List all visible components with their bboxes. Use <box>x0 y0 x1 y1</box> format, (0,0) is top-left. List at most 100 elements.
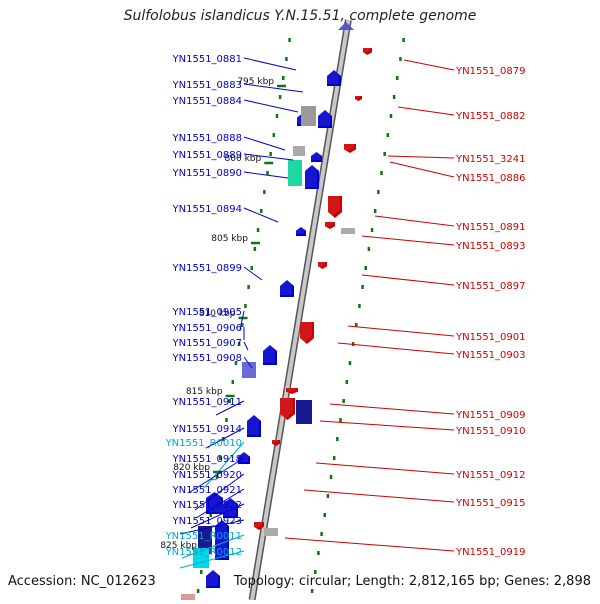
left-gene-label: YN1551_0888 <box>172 133 243 144</box>
forward-gene-1 <box>325 68 341 86</box>
right-gene-label: YN1551_0879 <box>455 66 526 77</box>
reverse-gene-6-body <box>318 262 327 269</box>
forward-gene-12 <box>221 496 238 518</box>
left-gene-label: YN1551_0922 <box>172 500 243 511</box>
tick-left-outer <box>269 152 272 156</box>
tick-left-outer <box>241 323 244 327</box>
tick-right-outer <box>342 399 345 403</box>
right-gene-label: YN1551_0919 <box>455 547 526 558</box>
forward-gene-12-body <box>223 498 238 518</box>
feature-pink <box>181 594 195 600</box>
right-gene-label: YN1551_0909 <box>455 410 526 421</box>
reverse-gene-9 <box>278 396 295 420</box>
forward-gene-2 <box>316 108 332 128</box>
right-leader-line <box>389 161 455 178</box>
forward-gene-7-shade <box>278 278 292 295</box>
left-leader-line <box>243 171 289 179</box>
backbone <box>250 19 351 601</box>
feature-navy-right <box>296 400 312 424</box>
tick-right-outer <box>329 475 333 479</box>
tick-right-outer <box>361 285 364 289</box>
reverse-gene-5-shade <box>323 220 333 227</box>
forward-gene-5-shade <box>303 163 317 187</box>
tick-left-outer <box>218 456 222 460</box>
left-gene-label: YN1551_0881 <box>172 54 243 65</box>
left-gene-label: YN1551_0920 <box>172 470 243 481</box>
left-leader-line <box>195 488 245 519</box>
kbp-label: 795 kbp <box>237 77 274 87</box>
left-gene-label: YN1551_0908 <box>172 353 243 364</box>
tick-left-outer <box>234 361 238 365</box>
forward-gene-11-body <box>206 492 223 514</box>
left-gene-label: YN1551_R0011 <box>165 531 242 542</box>
reverse-gene-1-body <box>363 48 372 55</box>
right-leader-line <box>315 462 455 475</box>
tick-left-outer <box>200 570 203 574</box>
reverse-gene-4 <box>326 194 342 218</box>
right-leader-line <box>387 155 455 159</box>
forward-gene-14-shade <box>204 568 218 586</box>
tick-left-outer <box>209 513 212 517</box>
tick-right-outer <box>326 494 330 498</box>
tick-right-outer <box>332 456 336 460</box>
forward-gene-2-shade <box>316 108 330 126</box>
reverse-gene-11 <box>252 520 264 530</box>
right-gene-label: YN1551_3241 <box>455 154 526 165</box>
reverse-gene-7 <box>298 320 314 344</box>
tick-right-outer <box>323 513 326 517</box>
tick-right-outer <box>339 418 342 422</box>
right-leader-line <box>303 489 455 503</box>
forward-gene-8-shade <box>261 343 275 363</box>
tick-right-outer <box>402 38 405 42</box>
right-gene-label: YN1551_0910 <box>455 426 526 437</box>
tick-left-outer <box>259 209 263 213</box>
forward-gene-10-shade <box>236 450 248 462</box>
tick-right-outer <box>320 532 323 536</box>
kbp-label: 820 kbp <box>173 463 210 473</box>
tick-right-outer <box>386 133 390 137</box>
right-gene-label: YN1551_0886 <box>455 173 526 184</box>
forward-gene-4-shade <box>309 150 320 160</box>
forward-gene-6 <box>294 225 306 236</box>
reverse-gene-10-body <box>272 440 280 446</box>
tick-right-outer <box>355 323 358 327</box>
tick-right-outer <box>396 76 399 80</box>
reverse-gene-6-shade <box>316 260 325 267</box>
reverse-gene-2 <box>353 94 362 101</box>
tick-left-outer <box>275 114 279 118</box>
forward-gene-11 <box>204 490 223 514</box>
left-leader-line <box>179 519 245 535</box>
left-gene-label: YN1551_0894 <box>172 204 243 215</box>
reverse-gene-11-body <box>254 522 264 530</box>
right-leader-line <box>347 325 455 337</box>
reverse-gene-6 <box>316 260 327 269</box>
feature-grey-right <box>341 228 355 234</box>
left-gene-label: YN1551_0921 <box>172 485 243 496</box>
left-leader-line <box>243 83 304 93</box>
forward-gene-5 <box>303 163 319 189</box>
left-leader-line <box>194 473 245 511</box>
tick-left-outer <box>263 190 266 194</box>
right-leader-line <box>337 342 455 355</box>
forward-gene-7-body <box>280 280 294 297</box>
reverse-gene-5-body <box>325 222 335 229</box>
right-gene-label: YN1551_0893 <box>455 241 526 252</box>
feature-grey-right-2 <box>264 528 278 536</box>
left-gene-label: YN1551_R0010 <box>165 438 242 449</box>
left-gene-label: YN1551_0918 <box>172 454 243 465</box>
left-leader-line <box>243 57 297 71</box>
tick-left-outer <box>250 266 253 270</box>
reverse-gene-2-body <box>355 96 362 101</box>
tick-left-outer <box>244 304 247 308</box>
forward-gene-14-body <box>206 570 220 588</box>
reverse-gene-8-shade <box>284 386 296 392</box>
tick-right-outer <box>383 152 386 156</box>
kbp-label: 815 kbp <box>186 387 223 397</box>
forward-gene-5-body <box>305 165 319 189</box>
forward-gene-11-shade <box>204 490 221 512</box>
right-gene-label: YN1551_0897 <box>455 281 526 292</box>
tick-left-outer <box>196 589 200 593</box>
feature-teal <box>288 160 302 186</box>
left-gene-label: YN1551_0911 <box>172 397 243 408</box>
